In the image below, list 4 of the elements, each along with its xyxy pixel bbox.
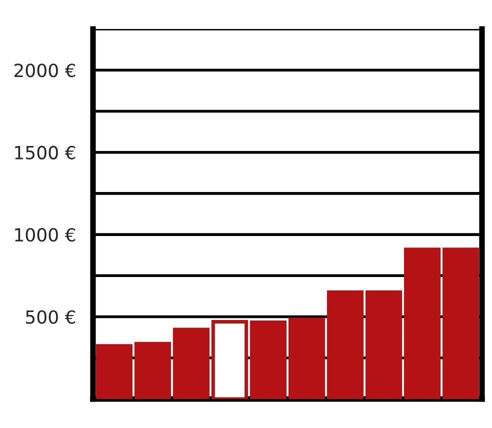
y-tick-label: 1000 € — [15, 228, 76, 242]
y-tick-label: 500 € — [26, 310, 76, 324]
y-tick-label: 2000 € — [14, 64, 76, 78]
y-tick-label: 1500 € — [15, 146, 76, 160]
